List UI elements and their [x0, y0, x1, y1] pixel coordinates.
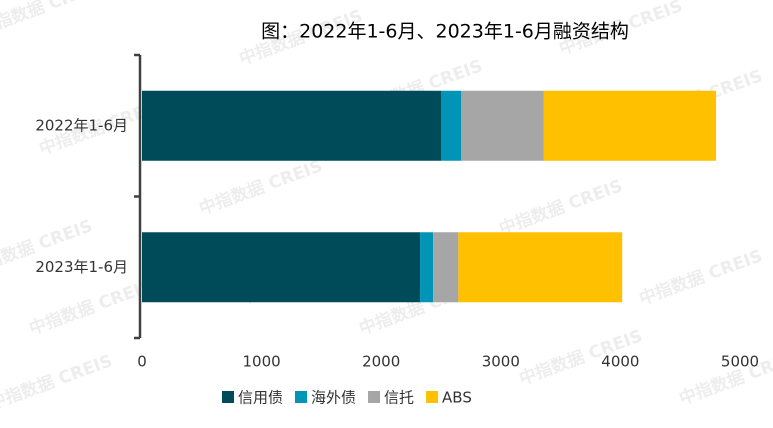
x-tick-label: 5000	[721, 353, 759, 371]
bar-segment	[441, 90, 462, 161]
legend-label: 海外债	[311, 389, 356, 407]
bar-segment	[142, 232, 421, 303]
bar-segment	[420, 232, 434, 303]
legend-swatch	[295, 391, 308, 403]
x-tick-label: 1000	[243, 353, 281, 371]
bar-segment	[142, 90, 441, 161]
legend-label: 信用债	[238, 389, 283, 407]
bar-segment	[433, 232, 459, 303]
bar-segment	[458, 232, 623, 303]
chart-title: 图：2022年1-6月、2023年1-6月融资结构	[261, 21, 629, 43]
legend-label: ABS	[442, 389, 472, 407]
x-tick-label: 4000	[601, 353, 639, 371]
x-tick-label: 3000	[482, 353, 520, 371]
x-tick-label: 2000	[362, 353, 400, 371]
x-tick-label: 0	[137, 353, 147, 371]
legend-label: 信托	[384, 389, 414, 407]
bar-segment	[543, 90, 717, 161]
legend-swatch	[368, 391, 381, 403]
legend-swatch	[426, 391, 439, 403]
bar-segment	[461, 90, 544, 161]
y-tick-label: 2023年1-6月	[35, 258, 128, 276]
y-tick-label: 2022年1-6月	[35, 116, 128, 134]
legend-swatch	[222, 391, 234, 403]
